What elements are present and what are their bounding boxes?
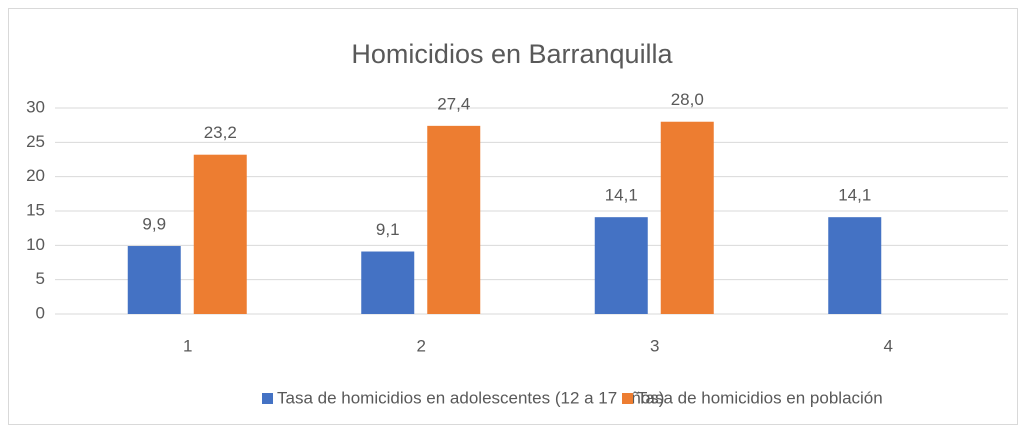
y-tick-label: 15 — [26, 200, 45, 219]
x-tick-label: 1 — [183, 336, 192, 355]
bar — [193, 154, 247, 314]
y-tick-label: 0 — [36, 303, 45, 322]
chart-title: Homicidios en Barranquilla — [351, 39, 673, 69]
bar — [127, 246, 181, 314]
data-label: 14,1 — [605, 186, 638, 205]
bar — [427, 125, 481, 314]
data-label: 27,4 — [437, 94, 470, 113]
legend-swatch — [262, 393, 273, 404]
bar — [594, 217, 648, 314]
data-label: 9,9 — [142, 215, 166, 234]
data-label: 23,2 — [204, 123, 237, 142]
data-label: 14,1 — [838, 186, 871, 205]
x-tick-label: 2 — [417, 336, 426, 355]
y-tick-label: 10 — [26, 235, 45, 254]
y-tick-label: 20 — [26, 166, 45, 185]
chart-frame — [8, 8, 1018, 425]
data-label: 28,0 — [671, 90, 704, 109]
bar — [828, 217, 882, 314]
data-label: 9,1 — [376, 220, 400, 239]
bar — [361, 251, 415, 314]
x-tick-label: 4 — [884, 336, 893, 355]
y-tick-label: 30 — [26, 97, 45, 116]
legend-swatch — [622, 393, 633, 404]
legend-label: Tasa de homicidios en población — [637, 388, 883, 407]
bar — [660, 121, 714, 314]
x-tick-label: 3 — [650, 336, 659, 355]
y-tick-label: 25 — [26, 132, 45, 151]
legend-label: Tasa de homicidios en adolescentes (12 a… — [277, 388, 664, 407]
y-tick-label: 5 — [36, 269, 45, 288]
